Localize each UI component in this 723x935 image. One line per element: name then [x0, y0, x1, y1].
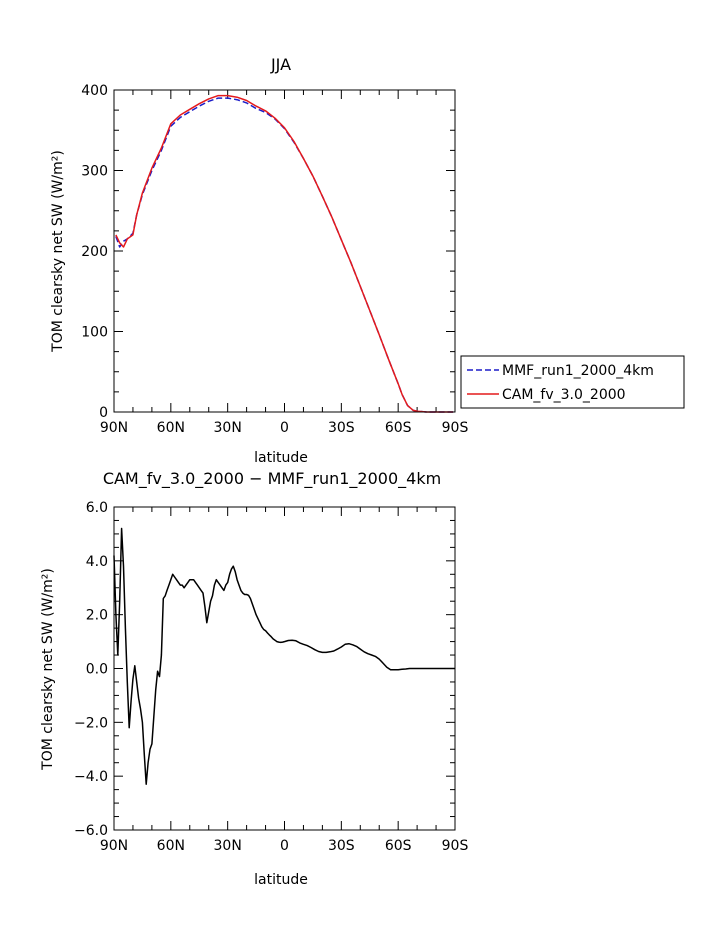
bottom-chart-xtick-label: 0: [280, 838, 289, 854]
bottom-chart-ytick-label: 6.0: [86, 500, 108, 516]
bottom-chart-title: CAM_fv_3.0_2000 − MMF_run1_2000_4km: [103, 469, 441, 489]
top-chart-xtick-label: 30S: [328, 420, 355, 436]
bottom-chart-ylabel: TOM clearsky net SW (W/m²): [40, 568, 56, 771]
bottom-chart-xtick-label: 30S: [328, 838, 355, 854]
top-chart-ylabel: TOM clearsky net SW (W/m²): [50, 150, 66, 353]
top-chart-xtick-label: 30N: [214, 420, 242, 436]
bottom-chart-ytick-label: −2.0: [74, 715, 108, 731]
top-chart-xtick-label: 90S: [442, 420, 469, 436]
bottom-chart-ytick-label: 0.0: [86, 662, 108, 678]
bottom-chart-xtick-label: 90S: [442, 838, 469, 854]
bottom-chart-xlabel: latitude: [254, 872, 308, 888]
bottom-chart-ytick-label: 4.0: [86, 554, 108, 570]
legend-label-mmf: MMF_run1_2000_4km: [502, 363, 654, 379]
bottom-chart-ytick-label: 2.0: [86, 608, 108, 624]
bottom-chart-xtick-label: 60N: [157, 838, 185, 854]
top-chart: JJA TOM clearsky net SW (W/m²) latitude …: [50, 55, 468, 466]
bottom-chart-frame: [113, 506, 456, 831]
top-chart-ytick-label: 400: [81, 83, 108, 99]
bottom-chart-xtick-label: 90N: [100, 838, 128, 854]
legend: MMF_run1_2000_4km CAM_fv_3.0_2000: [460, 355, 685, 409]
top-chart-xtick-label: 90N: [100, 420, 128, 436]
legend-box: [460, 355, 685, 409]
top-chart-frame: [113, 89, 456, 413]
top-chart-xtick-label: 0: [280, 420, 289, 436]
top-chart-xtick-label: 60N: [157, 420, 185, 436]
top-chart-ytick-label: 0: [99, 405, 108, 421]
top-chart-xlabel: latitude: [254, 450, 308, 466]
top-chart-ytick-label: 300: [81, 164, 108, 180]
top-chart-ytick-label: 200: [81, 244, 108, 260]
top-chart-series-line-0: [115, 97, 454, 413]
top-chart-xtick-label: 60S: [385, 420, 412, 436]
top-chart-ytick-label: 100: [81, 325, 108, 341]
bottom-chart: CAM_fv_3.0_2000 − MMF_run1_2000_4km TOM …: [40, 469, 468, 888]
bottom-chart-xtick-label: 60S: [385, 838, 412, 854]
legend-label-cam: CAM_fv_3.0_2000: [502, 387, 626, 403]
bottom-chart-series-line-0: [113, 527, 455, 785]
bottom-chart-xtick-label: 30N: [214, 838, 242, 854]
top-chart-series-line-1: [115, 94, 454, 413]
top-chart-title: JJA: [270, 55, 291, 74]
bottom-chart-ytick-label: −6.0: [74, 823, 108, 839]
bottom-chart-ytick-label: −4.0: [74, 769, 108, 785]
